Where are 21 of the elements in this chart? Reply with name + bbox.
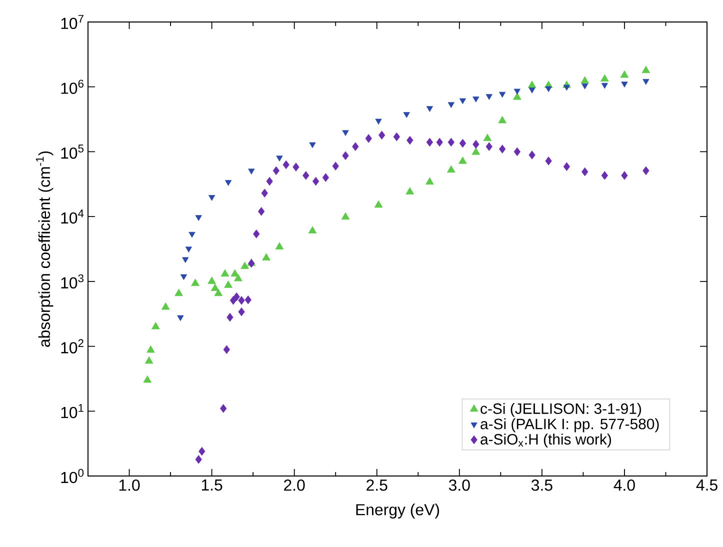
y-axis-title: absorption coefficient (cm$^{-1}$) (36, 151, 54, 347)
x-tick-label: 4.0 (614, 480, 635, 491)
y-tick-label: 10$^{2}$ (61, 339, 84, 354)
x-tick-label: 2.5 (366, 480, 388, 491)
y-tick-label: 10$^{6}$ (61, 80, 84, 94)
y-tick-label: 10$^{7}$ (61, 14, 84, 30)
y-tick-label: 10$^{0}$ (61, 468, 84, 484)
y-tick-label: 10$^{4}$ (61, 210, 84, 224)
x-axis-title: Energy (eV) (356, 504, 440, 518)
y-tick-label: 10$^{3}$ (61, 274, 84, 289)
x-tick-label: 1.0 (119, 480, 140, 491)
legend-label: a-Si (PALIK I: pp. 577-580) (480, 418, 659, 432)
legend-label: a-SiO$_{x}$:H (this work) (480, 434, 611, 448)
y-tick-label: 10$^{5}$ (61, 144, 84, 159)
x-tick-label: 4.5 (696, 480, 718, 491)
x-tick-label: 2.0 (284, 480, 305, 491)
x-tick-label: 1.5 (202, 480, 222, 491)
y-tick-label: 10$^{1}$ (61, 404, 84, 418)
x-tick-label: 3.5 (531, 480, 552, 491)
legend-label: c-Si (JELLISON: 3-1-91) (480, 402, 641, 417)
x-tick-label: 3.0 (448, 480, 470, 491)
